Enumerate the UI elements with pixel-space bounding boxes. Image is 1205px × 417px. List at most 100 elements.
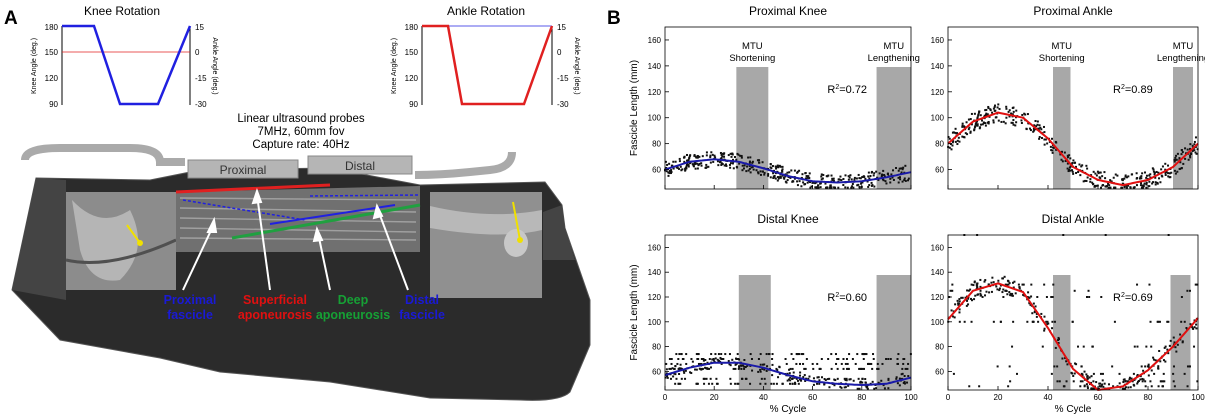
scatter-point xyxy=(844,379,847,382)
scatter-point xyxy=(858,367,861,370)
scatter-point xyxy=(1086,385,1089,388)
scatter-point xyxy=(775,367,778,370)
scatter-point xyxy=(1049,145,1052,148)
scatter-point xyxy=(731,152,734,155)
scatter-point xyxy=(1080,372,1083,375)
scatter-point xyxy=(829,184,832,187)
scatter-point xyxy=(724,163,727,166)
scatter-point xyxy=(1099,186,1102,189)
scatter-point xyxy=(1139,375,1142,378)
scatter-point xyxy=(1011,294,1014,297)
fit-curve xyxy=(947,111,1199,187)
superficial-aponeurosis-line xyxy=(175,183,331,194)
scatter-point xyxy=(1036,123,1039,126)
scatter-point xyxy=(861,381,864,384)
x-tick-label: 80 xyxy=(1144,393,1153,402)
scatter-point xyxy=(1004,289,1007,292)
scatter-point xyxy=(816,362,819,365)
scatter-point xyxy=(1071,170,1074,173)
scatter-point xyxy=(1174,172,1177,175)
scatter-point xyxy=(802,353,805,356)
scatter-point xyxy=(1011,121,1014,124)
scatter-point xyxy=(709,156,712,159)
scatter-point xyxy=(1123,177,1126,180)
scatter-point xyxy=(1130,377,1133,380)
scatter-point xyxy=(1192,327,1195,330)
scatter-point xyxy=(1129,386,1132,389)
scatter-point xyxy=(992,121,995,124)
scatter-point xyxy=(1079,174,1082,177)
scatter-point xyxy=(1008,291,1011,294)
scatter-point xyxy=(1032,320,1035,323)
scatter-point xyxy=(952,372,955,375)
scatter-point xyxy=(984,294,987,297)
scatter-point xyxy=(844,386,847,389)
scatter-point xyxy=(720,153,723,156)
scatter-point xyxy=(786,171,789,174)
scatter-point xyxy=(1149,380,1152,383)
scatter-point xyxy=(827,174,830,177)
scatter-point xyxy=(949,143,952,146)
scatter-point xyxy=(696,382,699,385)
scatter-point xyxy=(1163,380,1166,383)
scatter-point xyxy=(1072,380,1075,383)
scatter-point xyxy=(795,377,798,380)
scatter-point xyxy=(1195,327,1198,330)
scatter-point xyxy=(1160,380,1163,383)
scatter-point xyxy=(1193,149,1196,152)
scatter-point xyxy=(722,358,725,360)
scatter-point xyxy=(881,362,884,365)
scatter-point xyxy=(744,377,747,380)
scatter-point xyxy=(696,154,699,157)
scatter-point xyxy=(708,367,711,370)
scatter-point xyxy=(1136,373,1139,376)
scatter-point xyxy=(801,353,804,356)
scatter-point xyxy=(1051,149,1054,152)
scatter-point xyxy=(984,109,987,112)
scatter-point xyxy=(954,127,957,130)
scatter-point xyxy=(969,130,972,133)
scatter-point xyxy=(978,385,981,388)
scatter-point xyxy=(683,160,686,163)
scatter-point xyxy=(746,165,749,168)
scatter-point xyxy=(976,287,979,290)
scatter-point xyxy=(1015,109,1018,112)
scatter-point xyxy=(707,382,710,385)
scatter-point xyxy=(688,156,691,159)
y-tick-label: 80 xyxy=(935,343,944,352)
plot-frame xyxy=(947,234,1199,391)
scatter-point xyxy=(1075,165,1078,168)
scatter-point xyxy=(983,280,986,283)
scatter-point xyxy=(840,362,843,365)
scatter-point xyxy=(994,116,997,119)
scatter-point xyxy=(1193,319,1196,322)
scatter-point xyxy=(1009,294,1012,297)
scatter-point xyxy=(954,140,957,143)
scatter-point xyxy=(1052,146,1055,149)
scatter-point xyxy=(1029,129,1032,132)
scatter-point xyxy=(1055,141,1058,144)
scatter-point xyxy=(1071,161,1074,164)
scatter-point xyxy=(695,156,698,159)
scatter-point xyxy=(1184,147,1187,150)
scatter-point xyxy=(1022,293,1025,296)
scatter-point xyxy=(823,377,826,380)
scatter-point xyxy=(1056,365,1059,368)
scatter-point xyxy=(821,177,824,180)
scatter-point xyxy=(817,376,820,379)
scatter-point xyxy=(740,156,743,159)
scatter-point xyxy=(1107,383,1110,386)
scatter-point xyxy=(1176,170,1179,173)
scatter-point xyxy=(789,176,792,179)
scatter-point xyxy=(743,367,746,370)
scatter-point xyxy=(1033,129,1036,132)
x-tick-label: 40 xyxy=(1044,393,1053,402)
scatter-point xyxy=(1056,380,1059,383)
scatter-point xyxy=(1154,176,1157,179)
scatter-point xyxy=(1172,336,1175,339)
scatter-point xyxy=(797,353,800,356)
scatter-point xyxy=(1167,172,1170,175)
scatter-point xyxy=(967,303,970,306)
probe-cable-right xyxy=(414,151,516,179)
scatter-point xyxy=(792,358,795,360)
